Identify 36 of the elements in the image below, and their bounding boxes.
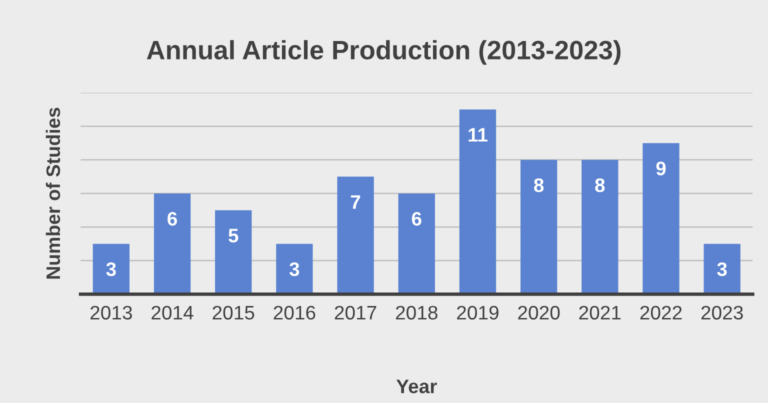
data-label: 3 — [106, 262, 116, 276]
x-tick-label: 2016 — [274, 306, 316, 320]
x-tick-label: 2021 — [579, 306, 621, 320]
chart-title: Annual Article Production (2013-2023) — [146, 40, 621, 65]
data-label: 3 — [717, 262, 727, 276]
x-tick-label: 2015 — [212, 306, 254, 320]
x-tick-label: 2019 — [457, 306, 498, 320]
x-tick-label: 2013 — [90, 306, 132, 320]
bar — [154, 193, 191, 294]
bar — [92, 244, 130, 294]
x-tick-label: 2020 — [518, 306, 560, 320]
bar — [704, 244, 740, 294]
bar — [215, 210, 252, 294]
data-label: 6 — [412, 212, 422, 226]
y-axis-title: Number of Studies — [46, 108, 60, 279]
data-label: 3 — [290, 262, 300, 276]
data-label: 11 — [468, 128, 488, 142]
bar — [642, 143, 680, 294]
x-tick-label: 2023 — [701, 306, 743, 320]
bar — [276, 244, 313, 294]
bar — [337, 176, 374, 294]
bar — [459, 109, 496, 294]
x-tick-label: 2017 — [334, 306, 376, 320]
x-axis-title: Year — [396, 380, 437, 394]
data-label: 7 — [350, 195, 360, 209]
data-label: 6 — [168, 212, 177, 226]
bar — [398, 193, 435, 294]
data-label: 8 — [534, 178, 544, 192]
bar — [520, 160, 558, 294]
data-label: 9 — [656, 162, 666, 176]
x-tick-label: 2022 — [640, 306, 682, 320]
bar — [582, 160, 618, 294]
x-tick-label: 2018 — [396, 306, 438, 320]
data-label: 8 — [595, 178, 605, 192]
data-label: 5 — [228, 228, 238, 242]
x-tick-label: 2014 — [152, 306, 194, 320]
